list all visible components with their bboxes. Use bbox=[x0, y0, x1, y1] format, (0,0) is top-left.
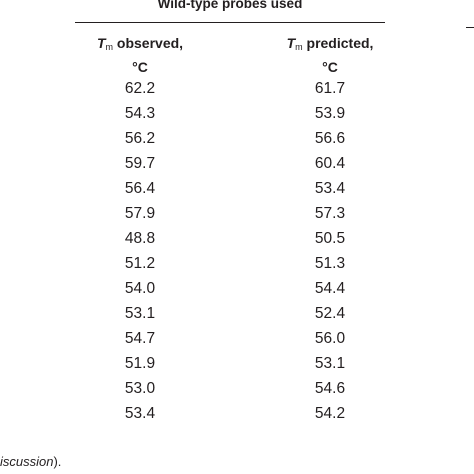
table-title: Wild-type probes used bbox=[157, 0, 303, 11]
table-cell: 52.4 bbox=[314, 305, 346, 322]
table-cell: 48.8 bbox=[124, 230, 156, 247]
table-cell: 59.7 bbox=[124, 155, 156, 172]
table-cell: 54.3 bbox=[124, 105, 156, 122]
header-unit: °C bbox=[322, 59, 338, 75]
table-cell: 61.7 bbox=[314, 80, 346, 97]
header-subscript: m bbox=[105, 42, 114, 52]
column-header: Tm predicted, °C bbox=[235, 33, 425, 77]
header-label: predicted, bbox=[306, 35, 374, 51]
table-cell: 51.2 bbox=[124, 255, 156, 272]
table-cell: 56.4 bbox=[124, 180, 156, 197]
table-cell: 54.0 bbox=[124, 280, 156, 297]
table-cell: 50.5 bbox=[314, 230, 346, 247]
table-cell: 51.3 bbox=[314, 255, 346, 272]
table-cell: 53.1 bbox=[124, 305, 156, 322]
table-cell: 57.9 bbox=[124, 205, 156, 222]
table-cell: 56.6 bbox=[314, 130, 346, 147]
header-label: observed, bbox=[116, 35, 184, 51]
header-unit: °C bbox=[132, 59, 148, 75]
table-cell: 53.9 bbox=[314, 105, 346, 122]
header-symbol: T bbox=[286, 35, 296, 51]
footer-italic: iscussion bbox=[0, 454, 54, 469]
header-symbol: T bbox=[96, 35, 106, 51]
table-cell: 60.4 bbox=[314, 155, 346, 172]
footer-text: iscussion). bbox=[0, 454, 61, 469]
table-cell: 57.3 bbox=[314, 205, 346, 222]
table-cell: 56.2 bbox=[124, 130, 156, 147]
edge-rule bbox=[466, 27, 474, 28]
header-line: Tm predicted, bbox=[235, 33, 425, 57]
table-cell: 54.7 bbox=[124, 330, 156, 347]
header-subscript: m bbox=[295, 42, 303, 52]
table-cell: 53.4 bbox=[314, 180, 346, 197]
table-cell: 53.0 bbox=[124, 380, 156, 397]
header-line: Tm observed, bbox=[45, 33, 235, 57]
table-cell: 53.4 bbox=[124, 405, 156, 422]
table-cell: 54.4 bbox=[314, 280, 346, 297]
table-cell: 56.0 bbox=[314, 330, 346, 347]
footer-rest: ). bbox=[53, 454, 62, 469]
table-cell: 54.2 bbox=[314, 405, 346, 422]
column-header: Tm observed, °C bbox=[45, 33, 235, 77]
table-cell: 53.1 bbox=[314, 355, 346, 372]
header-rule bbox=[75, 22, 385, 23]
table-cell: 51.9 bbox=[124, 355, 156, 372]
table-cell: 54.6 bbox=[314, 380, 346, 397]
table-cell: 62.2 bbox=[124, 80, 156, 97]
